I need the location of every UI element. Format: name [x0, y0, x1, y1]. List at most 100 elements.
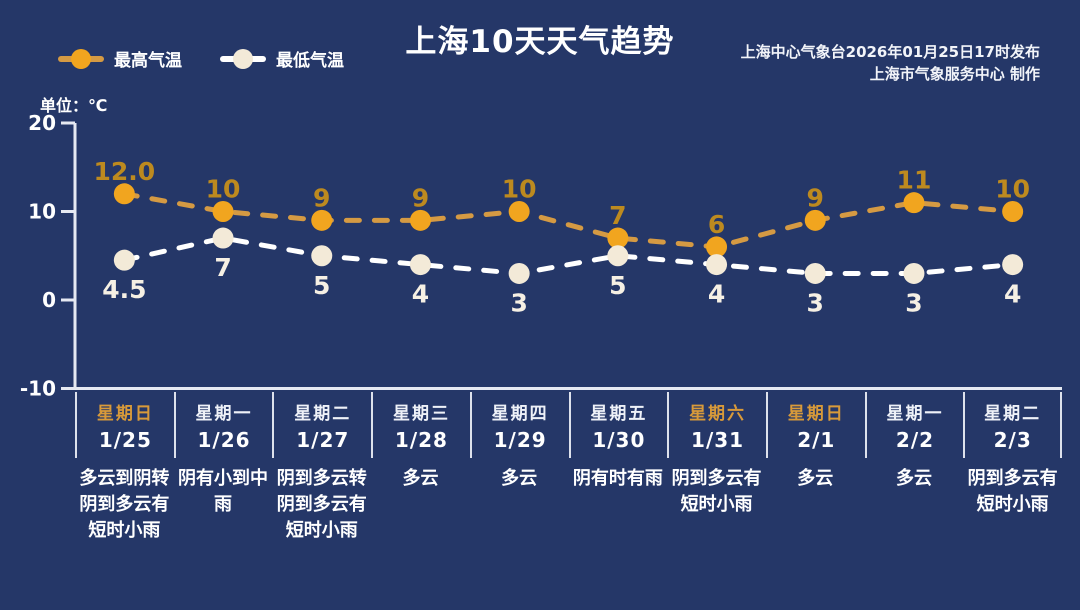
max-temp-point-1/30 [607, 227, 629, 249]
max-temp-value-1/26: 10 [206, 175, 241, 204]
day-header: 星期六 1/31 [667, 392, 766, 458]
min-temp-value-1/31: 4 [708, 280, 725, 309]
weather-description: 阴到多云转阴到多云有短时小雨 [276, 468, 367, 541]
day-column-1/30: 星期五 1/30 阴有时有雨 [568, 392, 668, 544]
weekday-label: 星期三 [392, 403, 450, 424]
weekday-label: 星期五 [590, 403, 648, 424]
weather-description: 多云 [895, 468, 932, 489]
day-column-1/27: 星期二 1/27 阴到多云转阴到多云有短时小雨 [272, 392, 371, 544]
max-temp-value-1/28: 9 [412, 183, 429, 212]
weekday-label: 星期日 [787, 403, 845, 424]
weather-description: 多云 [402, 468, 439, 489]
day-column-1/31: 星期六 1/31 阴到多云有短时小雨 [667, 392, 766, 544]
legend-min-label: 最低气温 [276, 51, 344, 71]
weekday-label: 星期四 [491, 403, 549, 424]
date-label: 1/29 [493, 427, 547, 452]
max-temp-point-1/29 [508, 201, 530, 222]
day-column-1/29: 星期四 1/29 多云 [469, 392, 569, 544]
weather-description: 阴到多云有短时小雨 [967, 468, 1058, 515]
date-label: 1/31 [691, 427, 745, 452]
source-line-1: 上海中心气象台2026年01月25日17时发布 [740, 43, 1040, 61]
y-tick-label: 20 [28, 111, 56, 135]
chart-legend: 最高气温 最低气温 [58, 46, 344, 71]
min-temp-point-1/29 [508, 262, 530, 284]
legend-item-max: 最高气温 [58, 46, 182, 71]
weather-description: 阴到多云有短时小雨 [671, 468, 762, 515]
legend-item-min: 最低气温 [220, 46, 344, 71]
day-column-2/2: 星期一 2/2 多云 [864, 392, 964, 544]
date-label: 1/28 [394, 427, 448, 452]
min-temp-line [121, 235, 1016, 276]
date-label: 1/25 [98, 427, 152, 452]
max-temp-point-1/31 [706, 236, 728, 258]
min-temp-point-1/25 [113, 249, 135, 271]
weather-description: 阴有时有雨 [572, 468, 663, 489]
day-header: 星期四 1/29 [469, 392, 569, 458]
max-temp-value-1/27: 9 [313, 183, 330, 212]
max-temp-value-2/2: 11 [897, 166, 932, 195]
day-column-1/26: 星期一 1/26 阴有小到中雨 [173, 392, 273, 544]
y-tick-label: -10 [20, 377, 56, 401]
min-temp-point-1/31 [706, 254, 728, 276]
day-column-1/25: 星期日 1/25 多云到阴转阴到多云有短时小雨 [75, 392, 174, 544]
max-temp-value-2/3: 10 [995, 175, 1030, 204]
source-info: 上海中心气象台2026年01月25日17时发布 上海市气象服务中心 制作 [741, 41, 1040, 85]
weather-description: 阴有小到中雨 [178, 468, 269, 515]
max-temp-point-1/27 [311, 209, 333, 231]
day-header: 星期五 1/30 [568, 392, 668, 458]
source-line-2: 上海市气象服务中心 制作 [869, 65, 1040, 83]
date-label: 2/1 [797, 427, 836, 452]
weekday-label: 星期六 [689, 403, 747, 424]
min-temp-value-2/2: 3 [905, 288, 922, 317]
min-temp-value-1/30: 5 [609, 271, 626, 300]
day-header: 星期日 2/1 [765, 392, 865, 458]
min-temp-value-1/27: 5 [313, 271, 330, 300]
weekday-label: 星期一 [886, 403, 944, 424]
date-label: 2/2 [895, 427, 935, 452]
max-temp-value-1/25: 12.0 [94, 157, 156, 186]
max-temp-value-2/1: 9 [807, 183, 824, 212]
day-header: 星期二 1/27 [272, 392, 371, 458]
unit-label: 单位：℃ [40, 96, 108, 115]
day-header: 星期一 1/26 [173, 392, 273, 458]
max-temp-point-1/25 [113, 183, 135, 205]
min-temp-value-1/25: 4.5 [102, 275, 146, 304]
min-temp-point-1/26 [212, 227, 234, 249]
weather-description: 多云 [797, 468, 834, 489]
min-temp-point-1/30 [607, 245, 629, 267]
min-temp-point-2/1 [804, 262, 826, 284]
min-temp-point-1/27 [311, 245, 333, 267]
weekday-label: 星期二 [294, 403, 352, 424]
min-temp-value-1/28: 4 [412, 280, 429, 309]
day-header: 星期日 1/25 [75, 392, 174, 458]
weekday-label: 星期二 [984, 403, 1042, 424]
min-temp-point-2/2 [903, 262, 925, 284]
day-columns: 星期日 1/25 多云到阴转阴到多云有短时小雨 星期一 1/26 阴有小到中雨 星期二 1/2… [75, 392, 1063, 544]
weather-description: 多云到阴转阴到多云有短时小雨 [79, 468, 170, 541]
day-column-2/3: 星期二 2/3 阴到多云有短时小雨 [963, 392, 1063, 544]
max-temp-point-1/28 [409, 209, 431, 231]
day-header: 星期三 1/28 [371, 392, 470, 458]
min-temp-line-icon [220, 48, 266, 69]
legend-max-label: 最高气温 [114, 51, 182, 71]
min-temp-value-1/29: 3 [510, 288, 527, 317]
min-temp-point-2/3 [1002, 254, 1024, 276]
max-temp-point-2/3 [1002, 201, 1024, 222]
max-temp-point-1/26 [212, 201, 234, 222]
weekday-label: 星期一 [195, 403, 253, 424]
day-column-2/1: 星期日 2/1 多云 [765, 392, 865, 544]
page-title: 上海10天天气趋势 [405, 24, 675, 60]
max-temp-value-1/29: 10 [502, 175, 537, 204]
min-temp-value-2/1: 3 [807, 288, 824, 317]
max-temp-line-icon [58, 48, 104, 69]
date-label: 1/26 [197, 427, 251, 452]
date-label: 2/3 [993, 427, 1032, 452]
day-header: 星期一 2/2 [864, 392, 964, 458]
max-temp-value-1/31: 6 [708, 210, 725, 239]
min-temp-value-1/26: 7 [214, 253, 231, 282]
max-temp-point-2/1 [804, 209, 826, 231]
y-tick-label: 10 [28, 200, 56, 224]
day-header: 星期二 2/3 [963, 392, 1063, 458]
y-tick-label: 0 [42, 288, 56, 312]
